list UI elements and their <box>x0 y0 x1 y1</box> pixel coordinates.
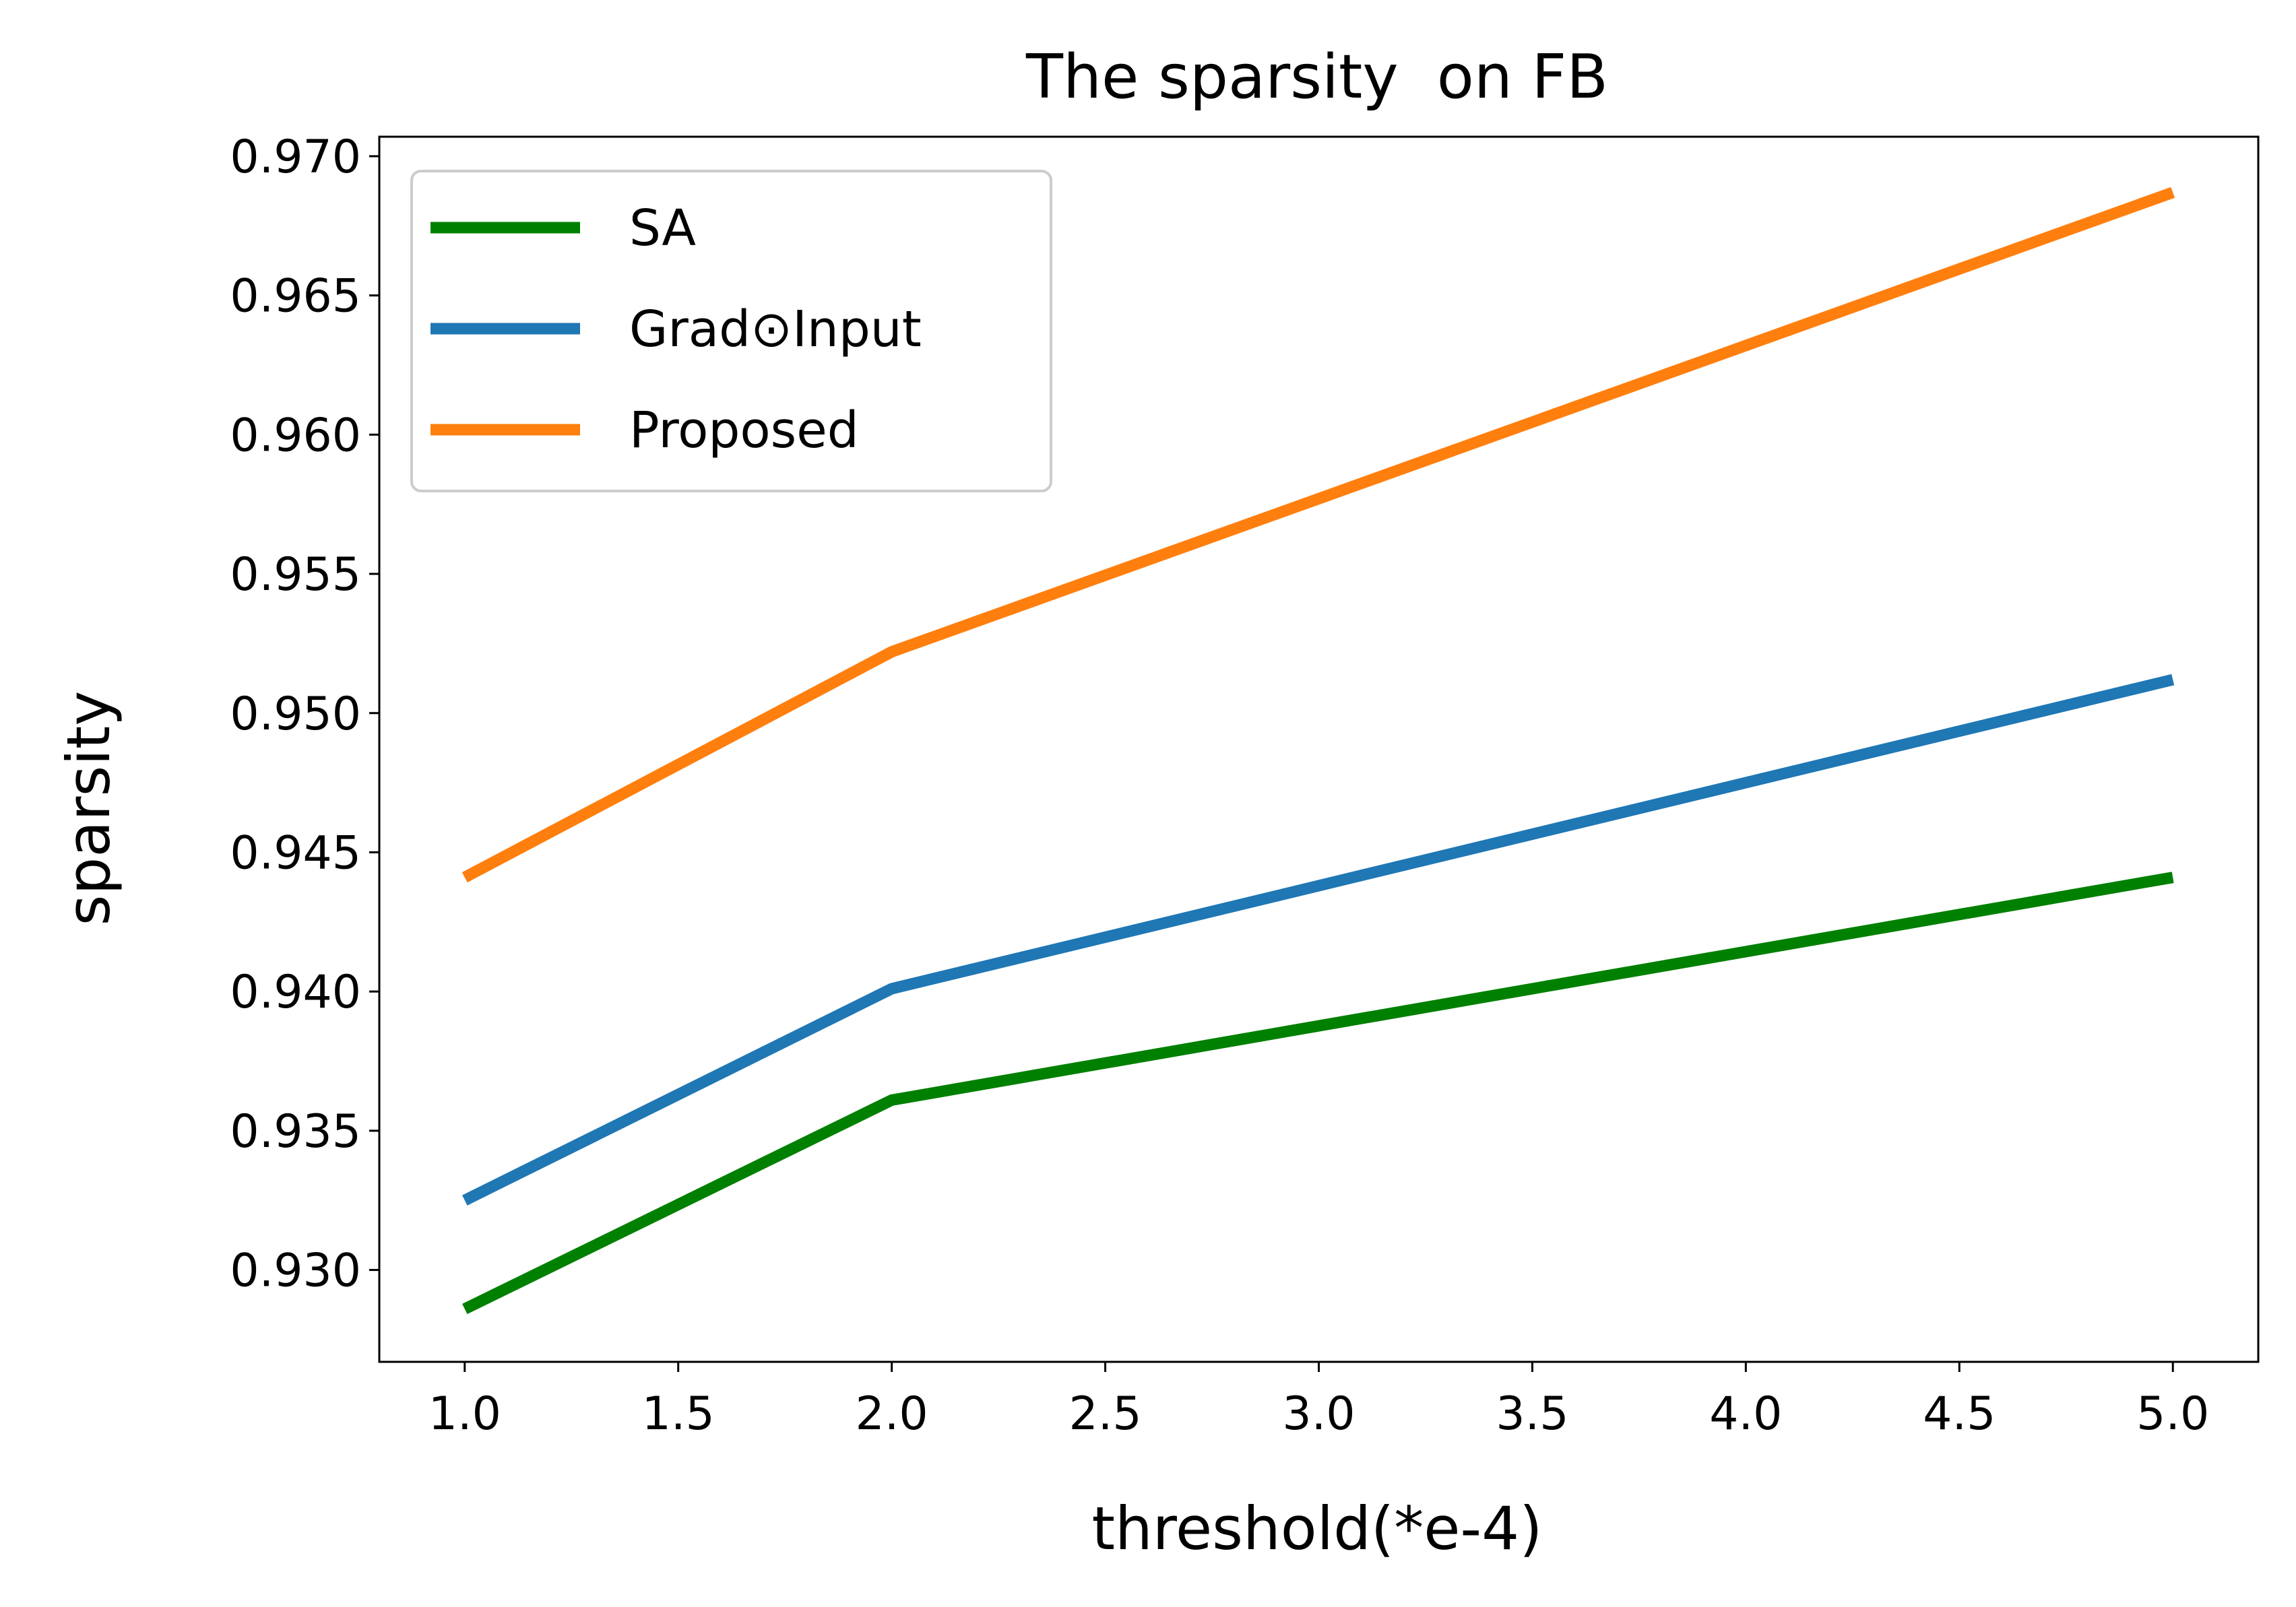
legend-label-1: Grad⊙Input <box>629 300 922 358</box>
y-axis-label: sparsity <box>54 691 123 926</box>
series-line-0 <box>462 872 2174 1315</box>
x-tick-label: 3.5 <box>1496 1387 1568 1441</box>
y-tick-label: 0.930 <box>230 1245 361 1298</box>
y-tick-label: 0.970 <box>230 131 361 184</box>
x-tick-label: 3.0 <box>1282 1387 1355 1441</box>
x-axis-label: threshold(*e-4) <box>1092 1494 1543 1563</box>
y-tick-label: 0.945 <box>230 826 361 880</box>
y-tick-label: 0.950 <box>230 688 361 741</box>
legend-box <box>410 170 1052 492</box>
y-tick-label: 0.940 <box>230 966 361 1019</box>
y-tick-label: 0.955 <box>230 548 361 601</box>
x-tick-label: 2.5 <box>1069 1387 1141 1441</box>
legend-label-2: Proposed <box>629 401 859 459</box>
legend-label-0: SA <box>629 199 696 257</box>
chart-title: The sparsity on FB <box>1025 42 1608 112</box>
x-tick-label: 2.0 <box>856 1387 928 1441</box>
plot-area: 1.0 1.5 2.0 2.5 3.0 3.5 4.0 4.5 5.0 0.930 0.935 0.9… <box>230 131 2260 1441</box>
x-tick-label: 1.0 <box>428 1387 501 1441</box>
series-line-2 <box>461 187 2175 883</box>
legend: SA Grad⊙Input Proposed <box>410 170 1052 492</box>
x-tick-label: 4.5 <box>1923 1387 1996 1441</box>
x-tick-label: 4.0 <box>1709 1387 1782 1441</box>
x-tick-label: 1.5 <box>642 1387 715 1441</box>
series-line-1 <box>462 674 2175 1206</box>
y-tick-label: 0.960 <box>230 409 361 462</box>
x-tick-label: 5.0 <box>2136 1387 2209 1441</box>
y-tick-label: 0.965 <box>230 270 361 323</box>
y-tick-label: 0.935 <box>230 1105 361 1158</box>
